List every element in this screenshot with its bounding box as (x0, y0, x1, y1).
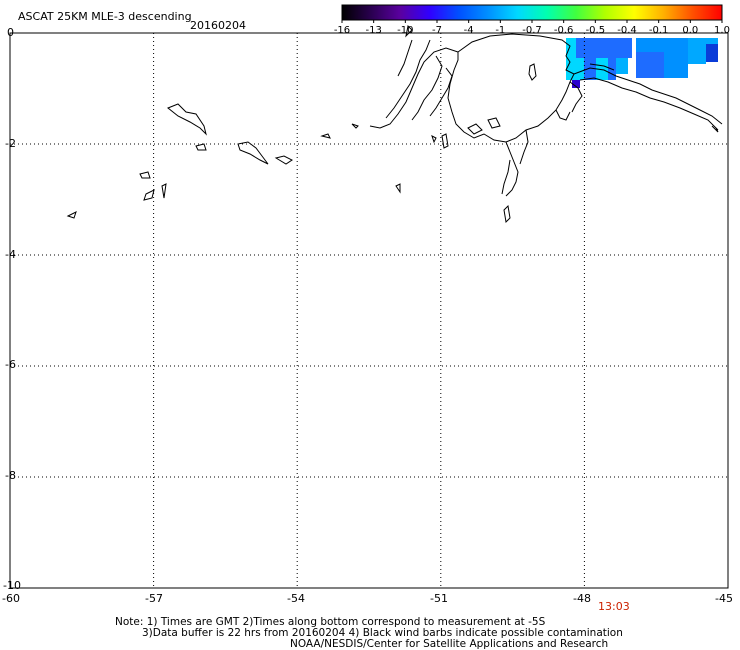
note-line-3: NOAA/NESDIS/Center for Satellite Applica… (290, 638, 609, 650)
y-tick-label: -8 (5, 469, 16, 482)
note-line-2: 3)Data buffer is 22 hrs from 20160204 4)… (142, 627, 623, 639)
colorbar-label: -0.5 (586, 25, 606, 36)
colorbar-label: -10 (397, 25, 413, 36)
grid-lines (10, 32, 728, 588)
wind-swath (566, 38, 718, 88)
colorbar-label: -7 (432, 25, 442, 36)
x-tick-label: -45 (715, 592, 733, 605)
map-date: 20160204 (190, 19, 246, 32)
colorbar-label: -1 (495, 25, 505, 36)
x-tick-label: -60 (2, 592, 20, 605)
colorbar-label: 0.0 (682, 25, 698, 36)
x-tick-label: -54 (287, 592, 305, 605)
colorbar-label: -16 (334, 25, 350, 36)
x-tick-label: -57 (145, 592, 163, 605)
colorbar-gradient (341, 4, 723, 21)
coastlines (66, 24, 723, 224)
colorbar-label: 1.0 (714, 25, 730, 36)
colorbar-label: -13 (365, 25, 381, 36)
map-title: ASCAT 25KM MLE-3 descending (18, 10, 192, 23)
y-tick-label: -4 (5, 248, 16, 261)
note-line-1: Note: 1) Times are GMT 2)Times along bot… (115, 616, 546, 628)
colorbar-label: -0.1 (649, 25, 669, 36)
colorbar-label: -4 (464, 25, 474, 36)
colorbar-label: -0.6 (554, 25, 574, 36)
colorbar-label: -0.7 (522, 25, 542, 36)
time-label: 13:03 (598, 600, 630, 613)
colorbar (341, 4, 723, 21)
y-tick-label: 0 (7, 26, 14, 39)
colorbar-labels: -16 -13 -10 -7 -4 -1 -0.7 -0.6 -0.5 -0.4 -0.1 0.0 1.… (334, 20, 730, 36)
map-frame (9, 32, 729, 589)
y-tick-label: -2 (5, 137, 16, 150)
x-tick-label: -51 (430, 592, 448, 605)
y-tick-label: -6 (5, 358, 16, 371)
colorbar-label: -0.4 (617, 25, 637, 36)
y-tick-label: -10 (3, 579, 21, 592)
x-tick-label: -48 (573, 592, 591, 605)
